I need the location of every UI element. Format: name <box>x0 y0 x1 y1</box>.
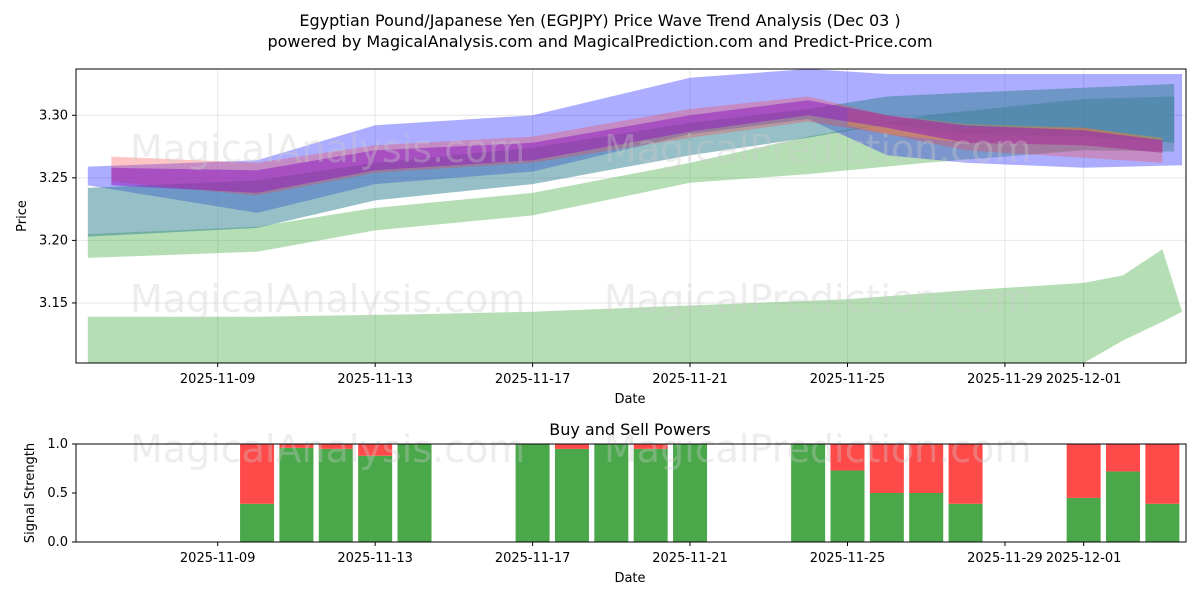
buy-bar <box>673 444 708 542</box>
price-ylabel: Price <box>15 200 30 232</box>
sell-bar <box>830 444 865 471</box>
price-xtick-label: 2025-11-29 <box>967 372 1043 387</box>
signal-xtick-label: 2025-11-25 <box>810 551 886 566</box>
signal-ylabel: Signal Strength <box>23 443 38 543</box>
price-xtick-label: 2025-11-13 <box>337 372 413 387</box>
price-watermarks: MagicalAnalysis.com MagicalPrediction.co… <box>130 127 1032 321</box>
watermark-analysis-mid: MagicalAnalysis.com <box>130 277 525 321</box>
signal-xtick-label: 2025-12-01 <box>1046 551 1122 566</box>
price-ticks: 2025-11-09 2025-11-13 2025-11-17 2025-11-21… <box>39 108 1121 387</box>
sell-bar <box>948 444 983 504</box>
signal-bars <box>240 444 1180 542</box>
buy-bar <box>1066 497 1101 542</box>
sell-bar <box>909 444 944 493</box>
buy-bar <box>358 455 393 542</box>
buy-bar <box>909 493 944 542</box>
sell-bar <box>869 444 904 493</box>
sell-bar <box>358 444 393 456</box>
price-xtick-label: 2025-11-21 <box>652 372 728 387</box>
sell-bar <box>1106 444 1141 472</box>
signal-xtick-label: 2025-11-13 <box>337 551 413 566</box>
price-xtick-label: 2025-11-25 <box>810 372 886 387</box>
sell-bar <box>633 444 668 449</box>
buy-bar <box>554 448 589 542</box>
price-bands <box>87 69 1183 363</box>
price-band-green-main-band <box>87 96 1175 258</box>
sell-bar <box>1066 444 1101 498</box>
price-panel: MagicalAnalysis.com MagicalPrediction.co… <box>15 68 1187 407</box>
price-band-purple-band <box>111 100 1163 193</box>
buy-bar <box>397 444 432 542</box>
signal-xlabel: Date <box>614 571 645 586</box>
signal-xtick-label: 2025-11-29 <box>967 551 1043 566</box>
watermark-analysis-top: MagicalAnalysis.com <box>130 127 525 171</box>
sell-bar <box>279 444 314 448</box>
buy-bar <box>240 503 275 542</box>
buy-bar <box>1106 471 1141 542</box>
buy-bar <box>869 493 904 542</box>
signal-panel: Buy and Sell Powers MagicalAnalysis.com … <box>23 420 1187 586</box>
watermark-analysis-bottom: MagicalAnalysis.com <box>130 427 525 471</box>
buy-bar <box>594 444 629 542</box>
watermark-prediction-top: MagicalPrediction.com <box>604 127 1032 171</box>
watermark-prediction-bottom: MagicalPrediction.com <box>604 427 1032 471</box>
buy-bar <box>279 447 314 542</box>
price-band-green-low-band <box>87 249 1183 363</box>
price-axes-frame <box>75 68 1187 364</box>
buy-bar <box>830 470 865 542</box>
chart-subtitle: powered by MagicalAnalysis.com and Magic… <box>267 32 932 51</box>
price-xlabel: Date <box>614 392 645 407</box>
signal-title: Buy and Sell Powers <box>549 420 711 439</box>
price-xtick-label: 2025-11-17 <box>495 372 571 387</box>
price-xtick-label: 2025-12-01 <box>1046 372 1122 387</box>
price-ytick-label: 3.15 <box>39 296 68 311</box>
signal-xtick-label: 2025-11-09 <box>180 551 256 566</box>
signal-ytick-label: 0.0 <box>47 535 68 550</box>
buy-bar <box>948 503 983 542</box>
price-ytick-label: 3.25 <box>39 171 68 186</box>
signal-ticks: 2025-11-09 2025-11-13 2025-11-17 2025-11-21… <box>47 437 1121 566</box>
sell-bar <box>554 444 589 449</box>
signal-xtick-label: 2025-11-21 <box>652 551 728 566</box>
sell-bar <box>240 444 275 504</box>
signal-ytick-label: 1.0 <box>47 437 68 452</box>
buy-bar <box>791 444 826 542</box>
sell-bar <box>1145 444 1180 504</box>
signal-watermarks: MagicalAnalysis.com MagicalPrediction.co… <box>130 427 1032 471</box>
buy-bar <box>633 448 668 542</box>
sell-bar <box>318 444 353 449</box>
buy-bar <box>515 444 550 542</box>
price-ytick-label: 3.20 <box>39 233 68 248</box>
signal-ytick-label: 0.5 <box>47 486 68 501</box>
chart-title: Egyptian Pound/Japanese Yen (EGPJPY) Pri… <box>299 11 900 30</box>
price-xtick-label: 2025-11-09 <box>180 372 256 387</box>
buy-bar <box>1145 503 1180 542</box>
buy-bar <box>318 448 353 542</box>
price-ytick-label: 3.30 <box>39 108 68 123</box>
signal-xtick-label: 2025-11-17 <box>495 551 571 566</box>
watermark-prediction-mid: MagicalPrediction.com <box>604 277 1032 321</box>
